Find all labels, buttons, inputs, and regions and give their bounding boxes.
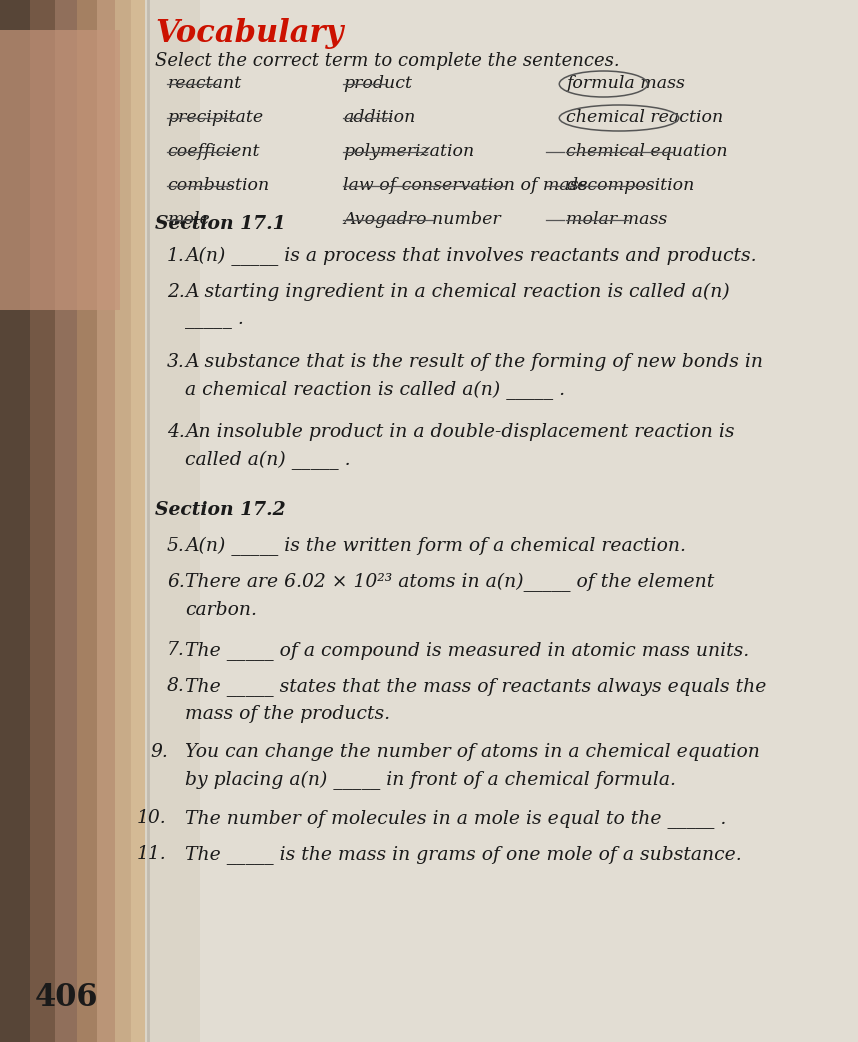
Text: A substance that is the result of the forming of new bonds in: A substance that is the result of the fo… <box>185 353 763 371</box>
Text: Section 17.1: Section 17.1 <box>155 215 286 233</box>
Bar <box>130 0 858 1042</box>
Bar <box>0 30 120 311</box>
Text: A(n) _____ is a process that involves reactants and products.: A(n) _____ is a process that involves re… <box>185 247 757 266</box>
Bar <box>0 0 30 1042</box>
Text: product: product <box>343 75 412 92</box>
Text: by placing a(n) _____ in front of a chemical formula.: by placing a(n) _____ in front of a chem… <box>185 771 676 790</box>
Text: The _____ states that the mass of reactants always equals the: The _____ states that the mass of reacta… <box>185 677 766 696</box>
Text: precipitate: precipitate <box>167 109 263 126</box>
Text: 1.: 1. <box>167 247 184 265</box>
Text: reactant: reactant <box>167 75 242 92</box>
Bar <box>115 0 131 1042</box>
Text: addition: addition <box>343 109 415 126</box>
Text: molar mass: molar mass <box>566 210 668 228</box>
Text: 8.: 8. <box>167 677 184 695</box>
Text: An insoluble product in a double-displacement reaction is: An insoluble product in a double-displac… <box>185 423 734 441</box>
Text: mole: mole <box>167 210 210 228</box>
Text: Select the correct term to complete the sentences.: Select the correct term to complete the … <box>155 52 619 70</box>
Text: 11.: 11. <box>137 845 166 863</box>
Bar <box>30 0 55 1042</box>
Text: _____ .: _____ . <box>185 311 244 329</box>
Text: Section 17.2: Section 17.2 <box>155 501 286 519</box>
Bar <box>97 0 115 1042</box>
Text: A(n) _____ is the written form of a chemical reaction.: A(n) _____ is the written form of a chem… <box>185 537 686 556</box>
Text: law of conservation of mass: law of conservation of mass <box>343 177 588 194</box>
Text: 3.: 3. <box>167 353 184 371</box>
Text: a chemical reaction is called a(n) _____ .: a chemical reaction is called a(n) _____… <box>185 381 565 400</box>
Text: formula mass: formula mass <box>566 75 686 92</box>
Bar <box>200 0 858 1042</box>
Text: The _____ is the mass in grams of one mole of a substance.: The _____ is the mass in grams of one mo… <box>185 845 742 864</box>
Text: 5.: 5. <box>167 537 184 555</box>
Text: chemical equation: chemical equation <box>566 143 728 160</box>
Text: chemical reaction: chemical reaction <box>566 109 723 126</box>
Text: There are 6.02 × 10²³ atoms in a(n)_____ of the element: There are 6.02 × 10²³ atoms in a(n)_____… <box>185 573 714 592</box>
Text: 9.: 9. <box>150 743 168 761</box>
Text: The number of molecules in a mole is equal to the _____ .: The number of molecules in a mole is equ… <box>185 809 727 828</box>
Text: 406: 406 <box>35 982 99 1013</box>
Text: polymerization: polymerization <box>343 143 474 160</box>
Bar <box>77 0 97 1042</box>
Text: Vocabulary: Vocabulary <box>155 18 343 49</box>
Text: A starting ingredient in a chemical reaction is called a(n): A starting ingredient in a chemical reac… <box>185 283 730 301</box>
Text: The _____ of a compound is measured in atomic mass units.: The _____ of a compound is measured in a… <box>185 641 749 660</box>
Text: 7.: 7. <box>167 641 184 659</box>
Text: combustion: combustion <box>167 177 269 194</box>
Text: called a(n) _____ .: called a(n) _____ . <box>185 451 351 470</box>
Text: 2.: 2. <box>167 283 184 301</box>
Text: You can change the number of atoms in a chemical equation: You can change the number of atoms in a … <box>185 743 760 761</box>
Text: 10.: 10. <box>137 809 166 827</box>
Text: 4.: 4. <box>167 423 184 441</box>
Text: Avogadro number: Avogadro number <box>343 210 501 228</box>
Bar <box>131 0 145 1042</box>
Text: 6.: 6. <box>167 573 184 591</box>
Text: coefficient: coefficient <box>167 143 260 160</box>
Text: carbon.: carbon. <box>185 601 257 619</box>
Bar <box>55 0 77 1042</box>
Text: decomposition: decomposition <box>566 177 695 194</box>
Text: mass of the products.: mass of the products. <box>185 705 390 723</box>
